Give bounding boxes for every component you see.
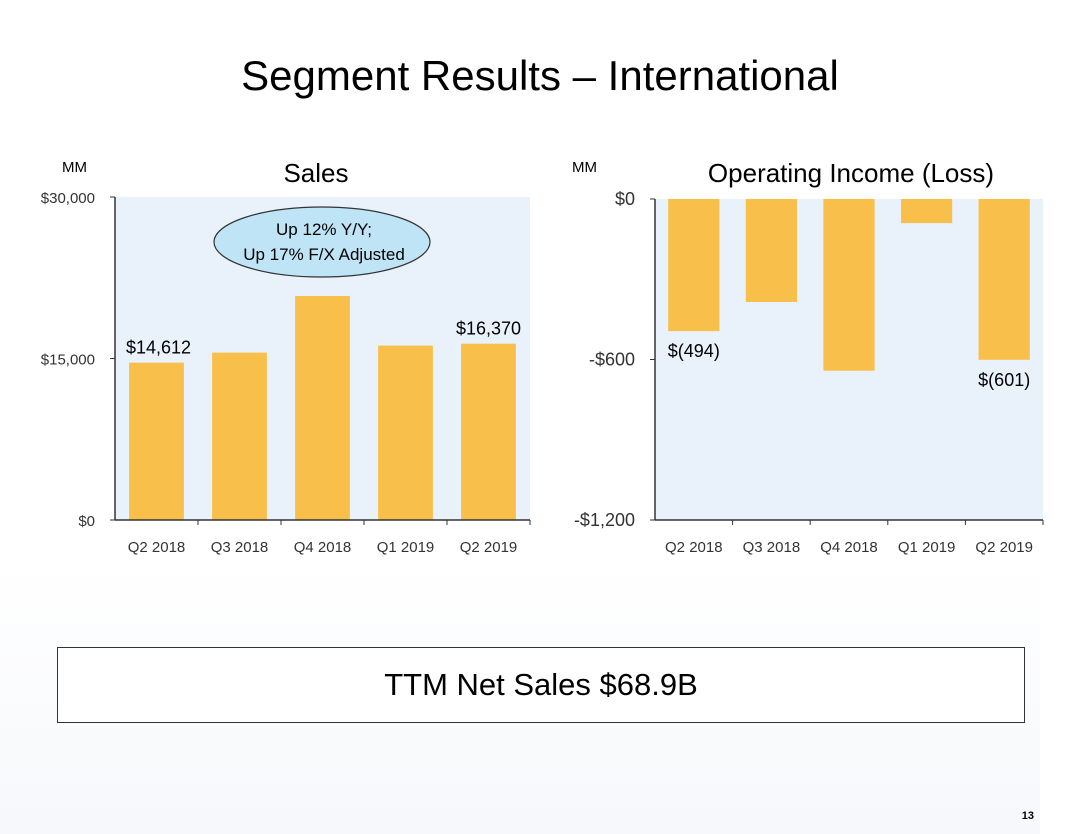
sales-x-tick-label: Q4 2018 [294, 539, 352, 556]
sales-y-tick-label: $0 [78, 513, 95, 530]
operating-income-chart: MM Operating Income (Loss) $0 -$600 -$1,20… [572, 158, 1044, 556]
sales-callout: Up 12% Y/Y; Up 17% F/X Adjusted [213, 206, 431, 278]
oi-x-tick-label: Q2 2018 [665, 539, 723, 556]
sales-data-label: $14,612 [126, 338, 191, 358]
page-title: Segment Results – International [241, 52, 839, 99]
sales-y-tick-label: $15,000 [41, 352, 95, 369]
oi-y-tick-label: -$600 [589, 350, 635, 370]
page-number: 13 [1021, 810, 1034, 822]
oi-x-tick-label: Q4 2018 [820, 539, 878, 556]
sales-bar [129, 362, 184, 520]
oi-bar [901, 199, 953, 224]
oi-bar [668, 199, 720, 332]
sales-bar [212, 352, 267, 520]
sales-callout-line-2: Up 17% F/X Adjusted [243, 245, 405, 264]
sales-x-tick-label: Q2 2018 [128, 539, 186, 556]
oi-y-tick-label: -$1,200 [574, 510, 635, 530]
sales-chart: MM Sales $0 $15,000 $30,000 Q2 2018 Q3 2018… [41, 158, 531, 556]
sales-unit-label: MM [62, 159, 87, 176]
oi-x-tick-label: Q2 2019 [975, 539, 1033, 556]
sales-y-tick-label: $30,000 [41, 190, 95, 207]
ttm-net-sales-box: TTM Net Sales $68.9B [57, 647, 1025, 723]
ttm-net-sales-text: TTM Net Sales $68.9B [384, 667, 698, 702]
oi-unit-label: MM [572, 159, 597, 176]
oi-data-label: $(601) [978, 370, 1030, 390]
sales-chart-title: Sales [283, 158, 348, 188]
sales-bar [295, 296, 350, 520]
oi-y-tick-label: $0 [615, 189, 635, 209]
sales-callout-ellipse [213, 206, 431, 278]
sales-bar [378, 345, 433, 520]
sales-x-tick-label: Q3 2018 [211, 539, 269, 556]
oi-bar [978, 199, 1030, 360]
sales-bar [461, 343, 516, 520]
sales-data-label: $16,370 [456, 319, 521, 339]
oi-bar [745, 199, 797, 302]
oi-chart-title: Operating Income (Loss) [708, 158, 994, 188]
sales-callout-line-1: Up 12% Y/Y; [276, 220, 372, 239]
sales-x-tick-label: Q2 2019 [460, 539, 518, 556]
oi-x-tick-label: Q1 2019 [898, 539, 956, 556]
oi-data-label: $(494) [668, 341, 720, 361]
sales-x-tick-label: Q1 2019 [377, 539, 435, 556]
oi-bar [823, 199, 875, 371]
oi-x-tick-label: Q3 2018 [743, 539, 801, 556]
